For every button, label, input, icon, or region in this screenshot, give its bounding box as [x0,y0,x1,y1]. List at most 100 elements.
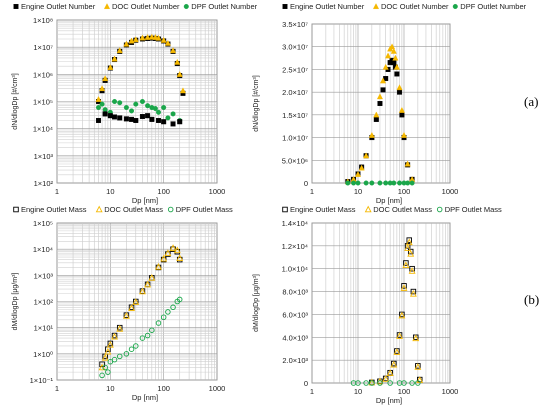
data-point [107,64,114,70]
data-point [404,244,412,251]
x-axis-title: Dp [nm] [376,396,402,405]
data-point [145,103,151,109]
data-point [139,114,145,120]
data-point [155,34,162,41]
data-point [393,348,401,355]
x-axis-title: Dp [nm] [132,196,158,205]
legend-marker [183,3,189,9]
data-point [358,164,365,171]
data-point [145,113,151,119]
data-point [139,287,146,295]
data-point [383,180,389,186]
data-point [149,116,155,122]
chart-panel-1: 1×10² 1×10³ 1×10⁴ 1×10⁵ 1×10⁶ 1×10⁷ 1×10⁸ 1 10 10… [12,2,258,205]
data-point [176,296,183,303]
series-dpf-outlet-number [345,180,415,186]
y-tick-label: 1×10⁴ [33,245,53,254]
legend-marker [13,206,19,213]
data-point [155,109,161,115]
legend-label: DPF Outlet Mass [445,205,502,214]
data-point [161,119,167,125]
data-point [408,267,416,274]
data-point [369,380,375,386]
data-point [390,47,397,54]
data-point [399,112,405,118]
y-tick-label: 1×10² [34,298,54,307]
y-tick-label: 5.0×10⁶ [282,156,308,165]
data-point [176,70,183,77]
y-tick-label: 1×10¹ [34,324,54,333]
y-tick-label: 6.0×10³ [282,310,308,319]
data-point [99,101,105,107]
data-point [363,180,369,186]
data-point [373,116,379,122]
y-tick-label: 8.0×10³ [282,288,308,297]
x-tick-label: 1000 [209,384,226,393]
legend-marker [372,3,380,10]
data-point [148,33,155,40]
data-point [102,107,108,113]
data-point [407,248,414,255]
data-point [354,171,362,177]
data-point [176,254,184,261]
data-point [139,34,146,41]
data-point [149,327,155,333]
data-point [102,75,109,82]
data-point [111,332,118,340]
y-tick-label: 1×10² [34,179,54,188]
data-point [400,131,408,138]
y-tick-label: 1×10⁵ [33,219,53,228]
data-point [123,40,130,47]
x-tick-label: 10 [354,387,362,396]
data-point [128,346,135,352]
series-engine-outlet-number-tail- [96,111,183,127]
data-point [170,47,177,54]
x-tick-label: 100 [398,187,411,196]
x-tick-label: 10 [106,384,114,393]
data-point [96,117,102,123]
data-point [400,284,408,291]
y-tick-label: 1×10⁰ [33,350,53,359]
data-point [410,288,417,295]
data-point [377,100,383,106]
legend-marker [364,205,372,213]
data-point [160,36,167,43]
data-point [128,304,135,312]
data-point [155,263,162,270]
data-point [165,115,171,121]
legend-marker [282,3,288,9]
series-doc-outlet-mass [98,244,184,371]
data-point [123,105,129,111]
data-point [155,320,162,326]
data-point [396,84,403,91]
data-point [169,244,177,251]
data-point [160,314,167,321]
y-tick-label: 1.5×10⁷ [282,111,308,120]
y-axis-title: dN/dlogDp [#/cm³] [253,75,260,131]
data-point [373,111,380,118]
x-tick-label: 1000 [209,187,226,196]
data-point [174,58,181,65]
data-point [402,261,410,269]
y-axis-title: dM/dlogDp [μg/m³] [253,274,260,332]
data-point [144,34,151,40]
data-point [123,351,130,357]
data-point [351,180,357,186]
data-point [392,54,399,61]
data-point [99,85,106,92]
y-tick-label: 1×10⁴ [33,125,53,134]
data-point [161,105,167,111]
data-point [386,369,394,377]
x-tick-label: 100 [157,187,170,196]
data-point [409,180,415,186]
data-point [389,43,396,50]
data-point [376,93,383,100]
data-point [122,312,130,319]
y-tick-label: 3.0×10⁷ [282,43,308,52]
data-point [363,380,369,386]
data-point [129,116,135,122]
legend-label: Engine Outlet Mass [21,205,87,214]
data-point [117,115,123,121]
data-point [401,380,407,386]
